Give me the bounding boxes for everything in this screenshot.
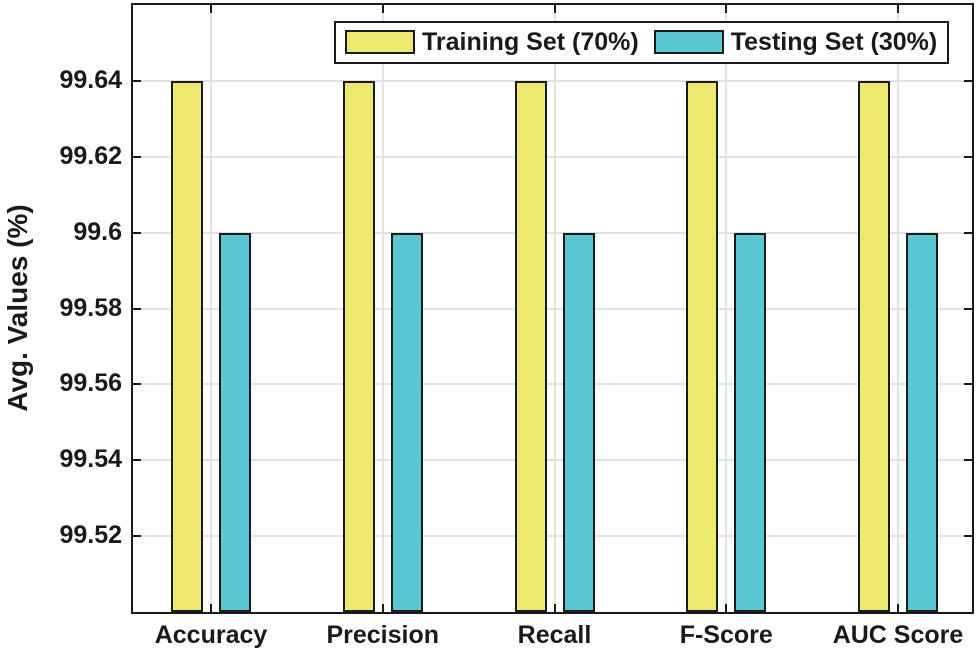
bar-training-recall	[514, 80, 547, 612]
h-gridline-99-54	[133, 459, 972, 462]
y-tick-labels: 99.52 99.54 99.56 99.58 99.6 99.62 99.64	[0, 5, 131, 612]
y-tick-right-99-56	[964, 383, 972, 386]
y-tick-right-99-64	[964, 79, 972, 82]
y-tick-left-99-6	[133, 231, 141, 234]
y-tick-right-99-54	[964, 459, 972, 462]
y-tick-label-99-52: 99.52	[59, 521, 122, 550]
y-tick-label-99-56: 99.56	[59, 369, 122, 398]
y-tick-label-99-6: 99.6	[73, 217, 122, 246]
x-tick-top-recall	[553, 5, 556, 13]
h-gridline-99-6	[133, 231, 972, 234]
x-tick-bottom-accuracy	[210, 604, 212, 612]
h-gridline-99-62	[133, 155, 972, 158]
bar-testing-auc-score	[906, 232, 938, 612]
plot-area: Training Set (70%) Testing Set (30%)	[131, 3, 974, 614]
y-tick-left-99-62	[133, 155, 141, 158]
h-gridline-99-64	[133, 79, 972, 82]
y-tick-left-99-58	[133, 307, 141, 310]
y-tick-right-99-58	[964, 307, 972, 310]
x-label-recall: Recall	[517, 621, 592, 649]
legend-label-training: Training Set (70%)	[422, 28, 639, 56]
x-label-precision: Precision	[326, 621, 440, 649]
y-tick-label-99-58: 99.58	[59, 293, 122, 322]
x-label-accuracy: Accuracy	[154, 621, 268, 649]
y-tick-right-99-62	[964, 155, 972, 158]
v-gridline-recall	[553, 5, 556, 612]
bar-testing-accuracy	[219, 232, 251, 612]
y-tick-left-99-54	[133, 459, 141, 462]
h-gridline-99-56	[133, 383, 972, 386]
y-tick-label-99-54: 99.54	[59, 445, 122, 474]
y-tick-left-99-64	[133, 79, 141, 82]
bar-training-f-score	[686, 80, 719, 612]
x-tick-bottom-recall	[553, 604, 556, 612]
bar-training-accuracy	[171, 80, 203, 612]
y-tick-right-99-52	[964, 535, 972, 538]
legend-swatch-training	[345, 30, 415, 55]
bar-testing-recall	[562, 232, 595, 612]
legend-entry-testing: Testing Set (30%)	[653, 28, 938, 57]
x-tick-top-accuracy	[210, 5, 212, 13]
x-tick-bottom-auc-score	[897, 604, 899, 612]
legend: Training Set (70%) Testing Set (30%)	[334, 21, 950, 64]
x-tick-top-auc-score	[897, 5, 899, 13]
legend-label-testing: Testing Set (30%)	[730, 28, 938, 56]
h-gridline-99-52	[133, 535, 972, 538]
v-gridline-accuracy	[210, 5, 212, 612]
x-tick-bottom-f-score	[725, 604, 728, 612]
h-gridline-99-58	[133, 307, 972, 310]
v-gridline-precision	[381, 5, 384, 612]
legend-swatch-testing	[653, 30, 724, 55]
x-tick-top-precision	[381, 5, 384, 13]
bar-training-auc-score	[858, 80, 890, 612]
bar-testing-precision	[390, 232, 423, 612]
x-tick-bottom-precision	[381, 604, 384, 612]
bar-training-precision	[342, 80, 375, 612]
bar-testing-f-score	[734, 232, 767, 612]
v-gridline-auc-score	[897, 5, 899, 612]
y-tick-left-99-52	[133, 535, 141, 538]
x-label-f-score: F-Score	[679, 621, 773, 649]
x-axis-labels: Accuracy Precision Recall F-Score AUC Score	[133, 621, 972, 661]
y-tick-label-99-64: 99.64	[59, 65, 122, 94]
v-gridline-f-score	[725, 5, 728, 612]
y-tick-left-99-56	[133, 383, 141, 386]
y-tick-label-99-62: 99.62	[59, 141, 122, 170]
y-tick-right-99-6	[964, 231, 972, 234]
x-tick-top-f-score	[725, 5, 728, 13]
x-label-auc-score: AUC Score	[832, 621, 964, 649]
legend-entry-training: Training Set (70%)	[345, 28, 639, 57]
